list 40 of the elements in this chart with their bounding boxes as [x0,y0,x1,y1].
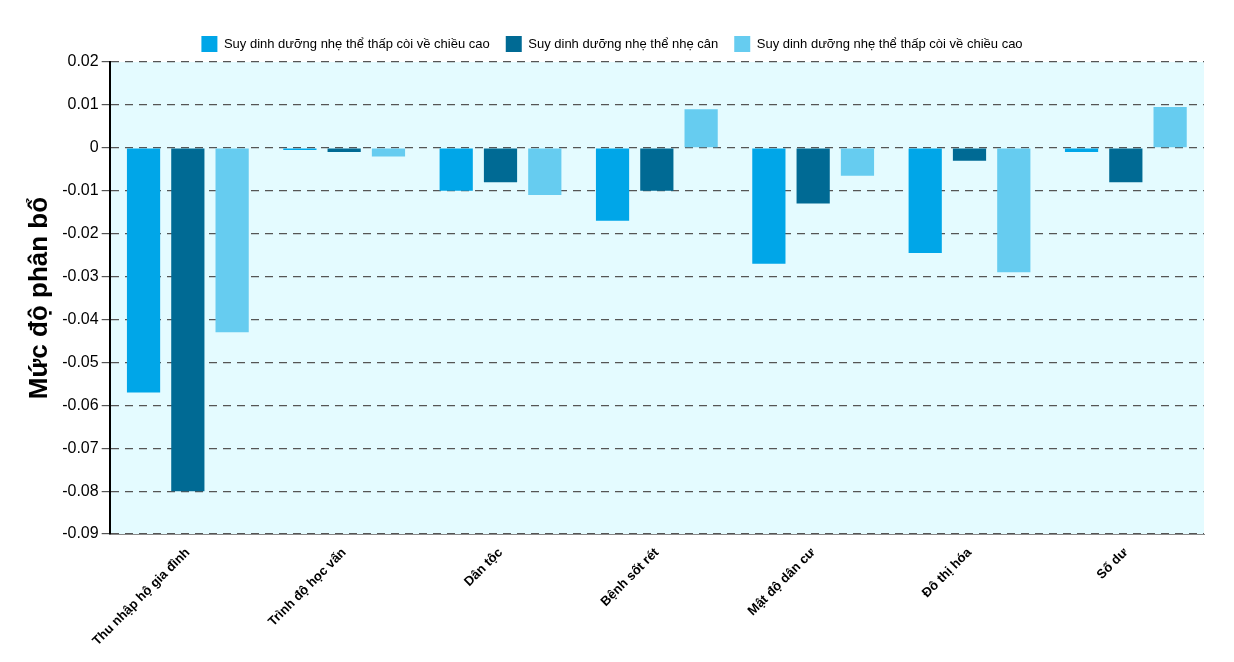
x-tick-label: Số dư [1093,544,1131,582]
legend-label: Suy dinh dưỡng nhẹ thể thấp còi về chiều cao [756,35,1023,51]
bar [684,109,718,148]
bar [1064,148,1099,153]
bar [952,148,987,161]
bar [171,148,205,492]
bar [908,148,942,253]
x-tick-label: Mật độ dân cư [744,544,819,619]
y-tick-label: -0.09 [62,524,99,542]
bar [528,148,562,196]
bar [483,148,518,183]
bar [126,148,161,393]
y-tick-label: -0.07 [62,438,99,456]
bar [1153,107,1187,148]
bar [796,148,830,204]
legend-label: Suy dinh dưỡng nhẹ thể nhẹ cân [528,35,719,51]
y-tick-label: 0.01 [67,95,99,113]
y-tick-label: 0.02 [67,52,99,70]
bar [840,148,875,176]
bar [752,148,786,264]
y-tick-label: 0 [89,138,99,156]
y-tick-label: -0.08 [62,481,99,499]
y-tick-label: -0.02 [62,224,99,242]
bar [997,148,1031,273]
y-tick-label: -0.01 [62,181,99,199]
y-tick-label: -0.04 [62,309,99,327]
x-tick-label: Đô thị hóa [918,544,975,601]
bar [371,148,406,157]
y-tick-label: -0.03 [62,266,99,284]
x-tick-label: Dân tộc [460,544,506,589]
bar [1109,148,1143,183]
y-tick-label: -0.06 [62,395,99,413]
bar [595,148,630,221]
bar [215,148,249,333]
legend-label: Suy dinh dưỡng nhẹ thể thấp còi về chiều cao [223,35,490,51]
bar [439,148,473,191]
y-axis-title: Mức độ phân bổ [22,196,53,400]
bar [640,148,674,191]
y-tick-label: -0.05 [62,352,99,370]
bar [327,148,361,153]
